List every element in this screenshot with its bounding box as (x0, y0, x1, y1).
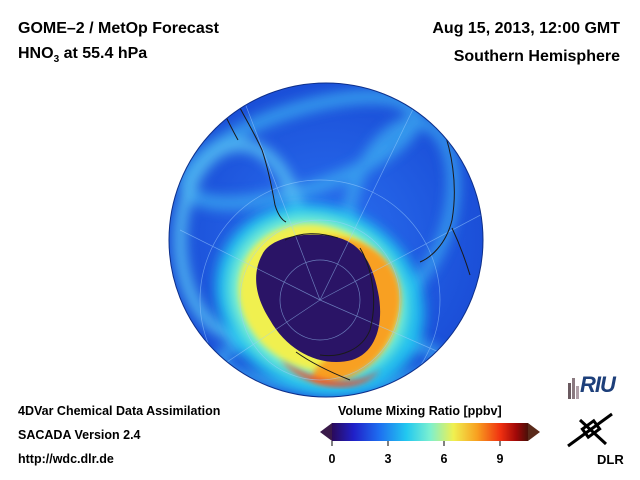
riu-logo-mark (568, 378, 579, 399)
dlr-icon (567, 412, 613, 448)
colorbar-tick-0: 0 (328, 452, 336, 466)
red-ring (280, 360, 380, 387)
product-title: GOME–2 / MetOp Forecast (18, 20, 219, 37)
graticule (179, 89, 483, 397)
orange-ring (300, 236, 401, 383)
dlr-logo-text: DLR (597, 452, 624, 467)
colorbar (320, 423, 540, 446)
source-url[interactable]: http://wdc.dlr.de (18, 452, 114, 466)
colorbar-gradient (332, 423, 528, 441)
datetime-title: Aug 15, 2013, 12:00 GMT (432, 20, 620, 37)
species-title: HNO3 at 55.4 hPa (18, 45, 148, 66)
colorbar-title: Volume Mixing Ratio [ppbv] (338, 404, 502, 418)
region-title: Southern Hemisphere (453, 48, 620, 65)
pressure-level: at 55.4 hPa (59, 45, 148, 62)
colorbar-tick-3: 3 (384, 452, 392, 466)
colorbar-tick-6: 6 (440, 452, 448, 466)
globe-outline (168, 82, 484, 398)
riu-logo: RIU (580, 372, 616, 397)
method-label: 4DVar Chemical Data Assimilation (18, 404, 221, 418)
colorbar-min-arrow (320, 423, 332, 441)
depleted-core (256, 234, 381, 363)
colorbar-max-arrow (528, 423, 540, 441)
version-label: SACADA Version 2.4 (18, 428, 141, 442)
colorbar-tick-9: 9 (496, 452, 504, 466)
globe (169, 83, 483, 397)
colorbar-ticks (331, 441, 501, 446)
species-name: HNO (18, 45, 54, 62)
species-subscript: 3 (53, 54, 60, 66)
